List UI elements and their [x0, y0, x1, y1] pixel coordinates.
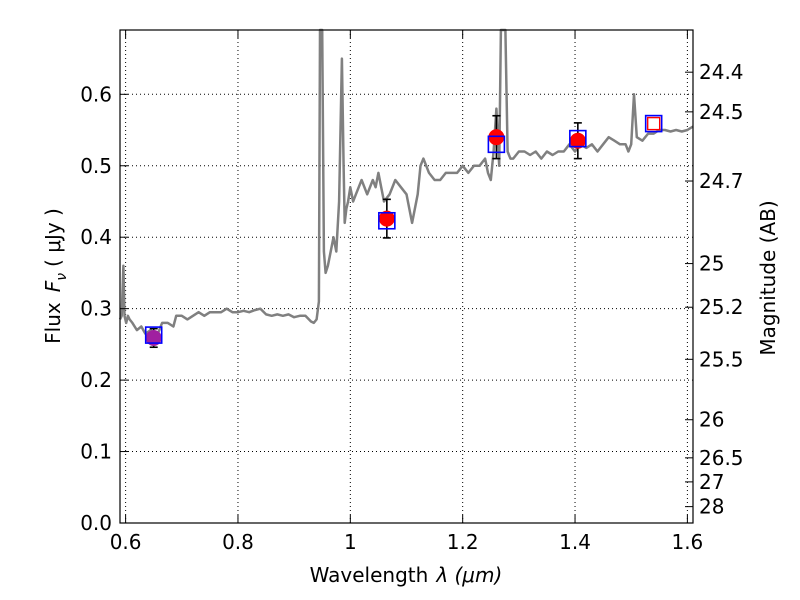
magnitude-tick-label: 27: [699, 470, 724, 494]
magnitude-tick-label: 26: [699, 408, 724, 432]
y-tick-label: 0.0: [80, 511, 112, 535]
y-axis-label-subscript: ν: [54, 273, 70, 281]
magnitude-tick-label: 25.2: [699, 295, 744, 319]
spectrum-line: [118, 28, 694, 339]
magnitude-tick-label: 24.7: [699, 169, 744, 193]
y-axis-label-symbol: F: [41, 280, 65, 292]
x-tick-label: 1: [344, 530, 357, 554]
x-tick-label: 0.8: [222, 530, 254, 554]
x-tick-label: 0.6: [110, 530, 142, 554]
model-point-inner: [646, 116, 661, 131]
y-axis-label-word: Flux: [41, 302, 65, 344]
x-axis-label-word: Wavelength: [310, 563, 429, 587]
y-tick-label: 0.4: [80, 225, 112, 249]
grid-layer: [120, 30, 693, 523]
y-tick-label: 0.3: [80, 297, 112, 321]
magnitude-tick-label: 24.5: [699, 100, 744, 124]
magnitude-axis-label: Magnitude (AB): [756, 200, 780, 355]
x-axis-label-math: λ (μm): [435, 563, 502, 587]
observed-point: [378, 210, 395, 227]
y-tick-label: 0.1: [80, 440, 112, 464]
x-axis-label: Wavelength λ (μm): [310, 563, 503, 587]
model-point: [378, 211, 396, 230]
y-axis-label: Flux Fν ( μJy ): [41, 208, 70, 344]
points-layer: [144, 114, 663, 349]
y-tick-label: 0.2: [80, 368, 112, 392]
x-tick-label: 1.4: [559, 530, 591, 554]
magnitude-tick-label: 28: [699, 495, 724, 519]
ticks-layer: 0.6 0.8 1 1.2 1.4 1.6 0.0 0.1 0.2 0.3 0.4 0.5 0.6 24.…: [80, 30, 744, 554]
y-tick-label: 0.6: [80, 82, 112, 106]
magnitude-tick-label: 26.5: [699, 446, 744, 470]
y-axis-label-units: ( μJy ): [41, 208, 65, 267]
spectrum-layer: [118, 28, 694, 339]
plot-frame: [119, 29, 694, 524]
model-point: [144, 326, 163, 344]
magnitude-tick-label: 25: [699, 252, 724, 276]
observed-point: [569, 132, 586, 149]
model-point: [644, 114, 663, 133]
observed-point: [145, 329, 162, 346]
magnitude-tick-label: 24.4: [699, 60, 744, 84]
model-point: [487, 135, 506, 154]
y-tick-label: 0.5: [80, 154, 112, 178]
x-tick-label: 1.6: [671, 530, 703, 554]
observed-point: [488, 129, 505, 146]
x-tick-label: 1.2: [447, 530, 479, 554]
model-point: [569, 129, 587, 148]
magnitude-tick-label: 25.5: [699, 347, 744, 371]
